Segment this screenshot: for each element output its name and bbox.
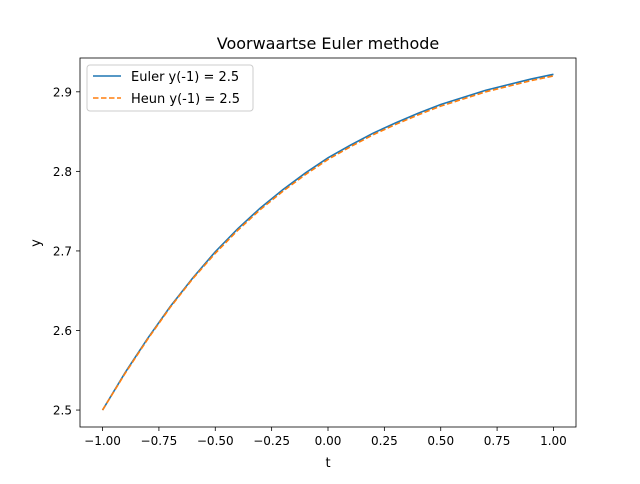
x-tick-label: −0.50 <box>197 434 234 448</box>
legend-label-heun: Heun y(-1) = 2.5 <box>131 92 240 107</box>
y-tick-label: 2.5 <box>53 404 72 418</box>
x-tick-label: −0.25 <box>253 434 290 448</box>
x-tick-label: −1.00 <box>84 434 121 448</box>
legend-box <box>86 64 254 112</box>
x-tick-label: 0.00 <box>315 434 342 448</box>
chart-title: Voorwaartse Euler methode <box>217 34 440 53</box>
x-tick-label: 0.25 <box>371 434 398 448</box>
y-axis-label: y <box>29 239 44 247</box>
y-tick-label: 2.6 <box>53 324 72 338</box>
x-axis-label: t <box>325 456 330 471</box>
y-tick-label: 2.7 <box>53 244 72 258</box>
x-tick-label: 0.50 <box>427 434 454 448</box>
x-tick-label: 1.00 <box>540 434 567 448</box>
legend-label-euler: Euler y(-1) = 2.5 <box>131 70 239 85</box>
y-tick-label: 2.8 <box>53 165 72 179</box>
plot-lines <box>101 73 554 411</box>
x-tick-label: −0.75 <box>141 434 178 448</box>
legend: Euler y(-1) = 2.5 Heun y(-1) = 2.5 <box>86 64 254 112</box>
series-line-heun <box>101 75 554 411</box>
x-axis: −1.00 −0.75 −0.50 −0.25 0.00 0.25 0.50 0.75 1.00 <box>84 427 567 448</box>
y-axis: 2.5 2.6 2.7 2.8 2.9 <box>53 85 80 418</box>
y-tick-label: 2.9 <box>53 85 72 99</box>
series-line-euler <box>101 73 554 411</box>
x-tick-label: 0.75 <box>484 434 511 448</box>
